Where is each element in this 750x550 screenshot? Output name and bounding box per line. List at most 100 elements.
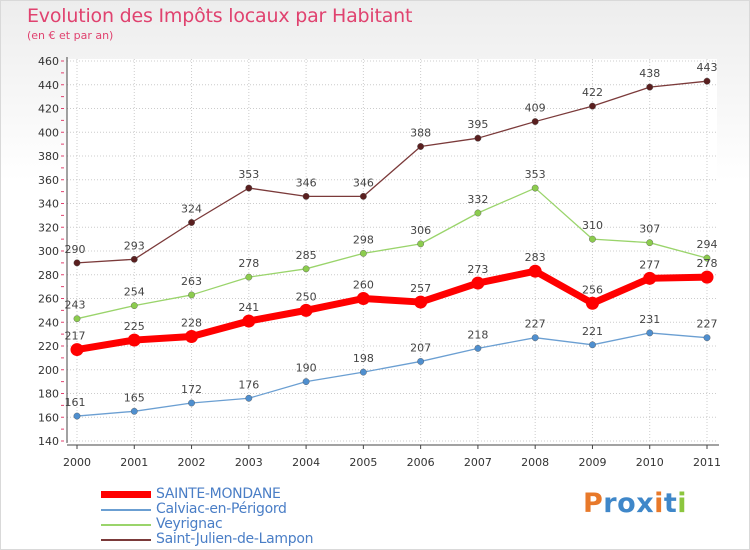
data-point bbox=[188, 399, 195, 407]
legend-swatch bbox=[101, 508, 151, 511]
x-tick-label: 2000 bbox=[63, 456, 91, 469]
logo-letter: r bbox=[603, 488, 618, 519]
data-point bbox=[700, 270, 714, 284]
data-point bbox=[302, 265, 310, 273]
data-label: 198 bbox=[353, 352, 374, 365]
data-label: 353 bbox=[525, 168, 546, 181]
data-label: 172 bbox=[181, 383, 202, 396]
logo-letter: i bbox=[654, 488, 664, 519]
data-label: 263 bbox=[181, 275, 202, 288]
data-point bbox=[417, 143, 425, 150]
data-label: 346 bbox=[296, 176, 317, 189]
data-point bbox=[474, 134, 482, 142]
data-label: 438 bbox=[639, 67, 660, 80]
legend-item: Calviac-en-Périgord bbox=[101, 502, 313, 517]
data-label: 290 bbox=[65, 243, 86, 256]
data-label: 241 bbox=[238, 301, 259, 314]
data-point bbox=[474, 344, 482, 352]
x-tick-label: 2007 bbox=[464, 456, 492, 469]
data-point bbox=[130, 407, 138, 415]
data-label: 257 bbox=[410, 282, 431, 295]
data-point bbox=[73, 259, 81, 267]
series-line-1 bbox=[76, 332, 708, 417]
series-line-0 bbox=[73, 267, 711, 354]
logo-letter: P bbox=[583, 488, 604, 519]
y-tick-label: 300 bbox=[38, 245, 59, 258]
y-tick-label: 380 bbox=[38, 150, 59, 163]
data-label: 353 bbox=[238, 168, 259, 181]
x-tick-label: 2005 bbox=[349, 456, 377, 469]
data-point bbox=[245, 273, 253, 281]
data-point bbox=[528, 264, 542, 278]
data-point bbox=[359, 368, 367, 376]
data-point bbox=[589, 235, 596, 243]
data-label: 228 bbox=[181, 317, 202, 330]
x-tick-label: 2011 bbox=[693, 456, 721, 469]
data-label: 388 bbox=[410, 127, 431, 140]
data-point bbox=[245, 394, 253, 402]
y-tick-label: 240 bbox=[38, 316, 59, 329]
legend-swatch bbox=[101, 491, 151, 498]
data-point bbox=[73, 315, 81, 323]
data-point bbox=[531, 184, 539, 192]
data-label: 332 bbox=[467, 193, 488, 206]
y-tick-label: 260 bbox=[38, 293, 59, 306]
data-label: 221 bbox=[582, 325, 603, 338]
data-point bbox=[70, 343, 84, 357]
logo-letter: o bbox=[617, 488, 637, 519]
data-label: 294 bbox=[697, 238, 718, 251]
data-label: 346 bbox=[353, 176, 374, 189]
data-point bbox=[127, 333, 141, 347]
data-point bbox=[646, 239, 654, 247]
series-line-2 bbox=[76, 187, 708, 320]
data-point bbox=[130, 255, 138, 263]
data-label: 306 bbox=[410, 224, 431, 237]
data-label: 307 bbox=[639, 223, 660, 236]
data-label: 324 bbox=[181, 203, 202, 216]
legend-item: Veyrignac bbox=[101, 517, 313, 532]
y-tick-label: 420 bbox=[38, 103, 59, 116]
data-label: 260 bbox=[353, 279, 374, 292]
data-label: 165 bbox=[124, 391, 145, 404]
data-label: 422 bbox=[582, 86, 603, 99]
legend-item: Saint-Julien-de-Lampon bbox=[101, 532, 313, 547]
data-point bbox=[703, 254, 711, 262]
x-tick-label: 2006 bbox=[407, 456, 435, 469]
proxiti-logo: Proxiti bbox=[583, 488, 687, 519]
data-label: 207 bbox=[410, 341, 431, 354]
data-label: 250 bbox=[296, 290, 317, 303]
y-tick-label: 180 bbox=[38, 388, 59, 401]
data-label: 395 bbox=[467, 118, 488, 131]
y-tick-label: 200 bbox=[38, 364, 59, 377]
data-label: 443 bbox=[697, 61, 718, 74]
x-tick-label: 2001 bbox=[120, 456, 148, 469]
data-label: 277 bbox=[639, 258, 660, 271]
legend: SAINTE-MONDANE Calviac-en-Périgord Veyrign… bbox=[101, 487, 313, 547]
data-point bbox=[188, 291, 195, 299]
data-point bbox=[471, 276, 485, 290]
data-label: 293 bbox=[124, 239, 145, 252]
data-point bbox=[703, 77, 711, 85]
data-label: 310 bbox=[582, 219, 603, 232]
data-point bbox=[302, 378, 310, 386]
x-tick-label: 2004 bbox=[292, 456, 320, 469]
data-point bbox=[643, 271, 657, 285]
y-tick-label: 340 bbox=[38, 198, 59, 211]
data-point bbox=[188, 219, 195, 226]
data-point bbox=[417, 358, 425, 365]
x-tick-label: 2003 bbox=[235, 456, 263, 469]
data-label: 217 bbox=[65, 330, 86, 343]
data-label: 285 bbox=[296, 249, 317, 262]
data-label: 273 bbox=[467, 263, 488, 276]
legend-label: SAINTE-MONDANE bbox=[156, 486, 281, 502]
data-label: 227 bbox=[697, 318, 718, 331]
chart-subtitle: (en € et par an) bbox=[27, 29, 114, 42]
data-point bbox=[531, 334, 539, 342]
logo-letter: t bbox=[663, 488, 678, 519]
data-point bbox=[185, 330, 199, 343]
legend-item: SAINTE-MONDANE bbox=[101, 487, 313, 502]
x-tick-label: 2009 bbox=[578, 456, 606, 469]
y-tick-label: 280 bbox=[38, 269, 59, 282]
